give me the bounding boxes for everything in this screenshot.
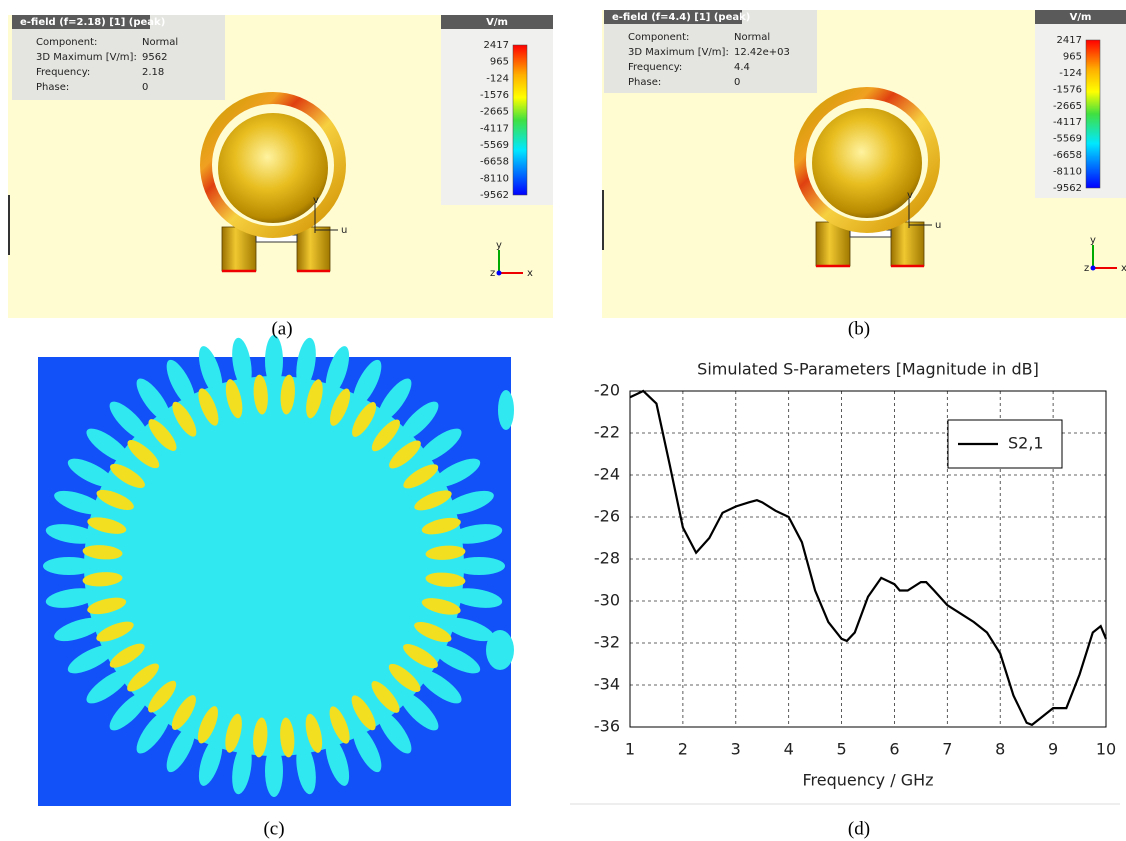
colorbar-label: 965: [1063, 51, 1082, 62]
y-tick-label: -22: [594, 423, 620, 442]
info-header: e-field (f=2.18) [1] (peak): [20, 17, 165, 28]
info-key: Component:: [628, 32, 689, 43]
y-tick-label: -30: [594, 591, 620, 610]
x-tick-label: 1: [625, 740, 635, 759]
axis-glyph: v: [313, 195, 319, 206]
axis-glyph: v: [907, 190, 913, 201]
info-key: Component:: [36, 37, 97, 48]
info-value: 4.4: [734, 62, 750, 73]
axis-glyph: y: [496, 240, 502, 251]
info-value: 0: [142, 82, 148, 93]
panel-caption: (d): [848, 818, 870, 839]
colorbar-label: -9562: [1053, 183, 1082, 194]
colorbar: [513, 45, 527, 195]
colorbar-label: 965: [490, 57, 509, 68]
info-value: 9562: [142, 52, 167, 63]
field-blob: [498, 390, 514, 430]
colorbar-label: -5569: [480, 140, 509, 151]
y-tick-label: -34: [594, 675, 620, 694]
colorbar-label: 2417: [1057, 35, 1082, 46]
y-tick-label: -36: [594, 717, 620, 736]
x-axis-label: Frequency / GHz: [802, 771, 933, 790]
colorbar-label: -6658: [480, 157, 509, 168]
x-tick-label: 4: [784, 740, 794, 759]
info-header: e-field (f=4.4) [1] (peak): [612, 12, 750, 23]
info-value: Normal: [734, 32, 770, 43]
colorbar-label: -1576: [480, 90, 509, 101]
colorbar-label: -8110: [480, 173, 509, 184]
colorbar: [1086, 40, 1100, 188]
panel-caption: (a): [271, 318, 292, 339]
info-value: Normal: [142, 37, 178, 48]
colorbar-label: -2665: [480, 107, 509, 118]
legend-label: S2,1: [1008, 434, 1044, 453]
colorbar-label: -2665: [1053, 101, 1082, 112]
panel-caption: (c): [263, 818, 284, 839]
colorbar-label: 2417: [484, 40, 509, 51]
colorbar-unit: V/m: [1070, 12, 1092, 23]
colorbar-label: -6658: [1053, 150, 1082, 161]
x-tick-label: 10: [1096, 740, 1116, 759]
info-key: Frequency:: [36, 67, 90, 78]
info-key: Phase:: [36, 82, 69, 93]
y-tick-label: -26: [594, 507, 620, 526]
y-tick-label: -28: [594, 549, 620, 568]
panel-caption: (b): [848, 318, 870, 339]
y-tick-label: -20: [594, 381, 620, 400]
info-key: Phase:: [628, 77, 661, 88]
colorbar-label: -4117: [480, 123, 509, 134]
x-tick-label: 2: [678, 740, 688, 759]
info-key: 3D Maximum [V/m]:: [628, 47, 729, 58]
y-tick-label: -24: [594, 465, 620, 484]
x-tick-label: 9: [1048, 740, 1058, 759]
colorbar-label: -1576: [1053, 84, 1082, 95]
x-tick-label: 3: [731, 740, 741, 759]
info-key: 3D Maximum [V/m]:: [36, 52, 137, 63]
axis-glyph: u: [935, 220, 941, 231]
axis-glyph: x: [527, 268, 533, 279]
info-value: 2.18: [142, 67, 164, 78]
info-value: 12.42e+03: [734, 47, 790, 58]
chart-title: Simulated S-Parameters [Magnitude in dB]: [697, 360, 1039, 379]
info-value: 0: [734, 77, 740, 88]
figure: e-field (f=2.18) [1] (peak) Component: Nor…: [0, 0, 1126, 841]
x-tick-label: 6: [889, 740, 899, 759]
x-tick-label: 5: [836, 740, 846, 759]
colorbar-label: -8110: [1053, 167, 1082, 178]
info-key: Frequency:: [628, 62, 682, 73]
axis-glyph: u: [341, 225, 347, 236]
colorbar-label: -9562: [480, 190, 509, 201]
x-tick-label: 8: [995, 740, 1005, 759]
axis-glyph: z: [490, 268, 495, 279]
field-disc: [84, 376, 464, 756]
colorbar-label: -124: [1059, 68, 1082, 79]
colorbar-unit: V/m: [486, 17, 508, 28]
colorbar-label: -5569: [1053, 134, 1082, 145]
axis-glyph: x: [1121, 263, 1126, 274]
x-tick-label: 7: [942, 740, 952, 759]
colorbar-label: -4117: [1053, 117, 1082, 128]
y-tick-label: -32: [594, 633, 620, 652]
axis-glyph: y: [1090, 235, 1096, 246]
colorbar-label: -124: [486, 73, 509, 84]
axis-glyph: z: [1084, 263, 1089, 274]
